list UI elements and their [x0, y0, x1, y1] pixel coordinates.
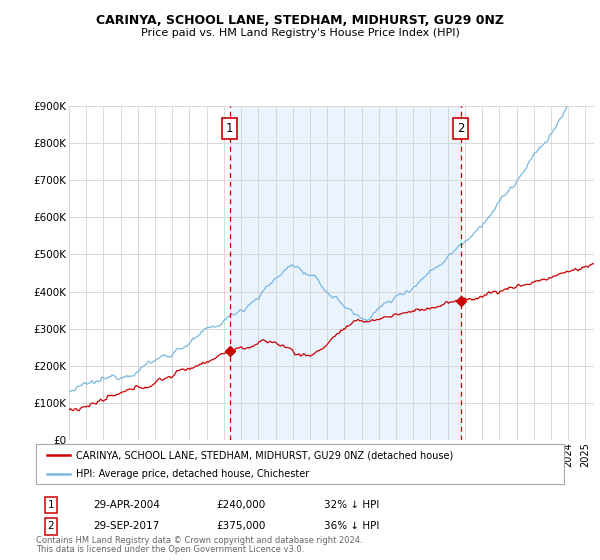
Text: Contains HM Land Registry data © Crown copyright and database right 2024.: Contains HM Land Registry data © Crown c… [36, 536, 362, 545]
Text: Price paid vs. HM Land Registry's House Price Index (HPI): Price paid vs. HM Land Registry's House … [140, 28, 460, 38]
Text: 1: 1 [226, 122, 233, 135]
Text: CARINYA, SCHOOL LANE, STEDHAM, MIDHURST, GU29 0NZ: CARINYA, SCHOOL LANE, STEDHAM, MIDHURST,… [96, 14, 504, 27]
Text: £375,000: £375,000 [216, 521, 265, 531]
Text: This data is licensed under the Open Government Licence v3.0.: This data is licensed under the Open Gov… [36, 545, 304, 554]
Text: 29-APR-2004: 29-APR-2004 [93, 500, 160, 510]
Text: 29-SEP-2017: 29-SEP-2017 [93, 521, 159, 531]
Text: 32% ↓ HPI: 32% ↓ HPI [324, 500, 379, 510]
Text: 36% ↓ HPI: 36% ↓ HPI [324, 521, 379, 531]
Text: 2: 2 [457, 122, 464, 135]
Text: HPI: Average price, detached house, Chichester: HPI: Average price, detached house, Chic… [76, 469, 309, 479]
Bar [230, 106, 461, 440]
Text: £240,000: £240,000 [216, 500, 265, 510]
Text: CARINYA, SCHOOL LANE, STEDHAM, MIDHURST, GU29 0NZ (detached house): CARINYA, SCHOOL LANE, STEDHAM, MIDHURST,… [76, 450, 453, 460]
Text: 2: 2 [47, 521, 55, 531]
Text: 1: 1 [47, 500, 55, 510]
